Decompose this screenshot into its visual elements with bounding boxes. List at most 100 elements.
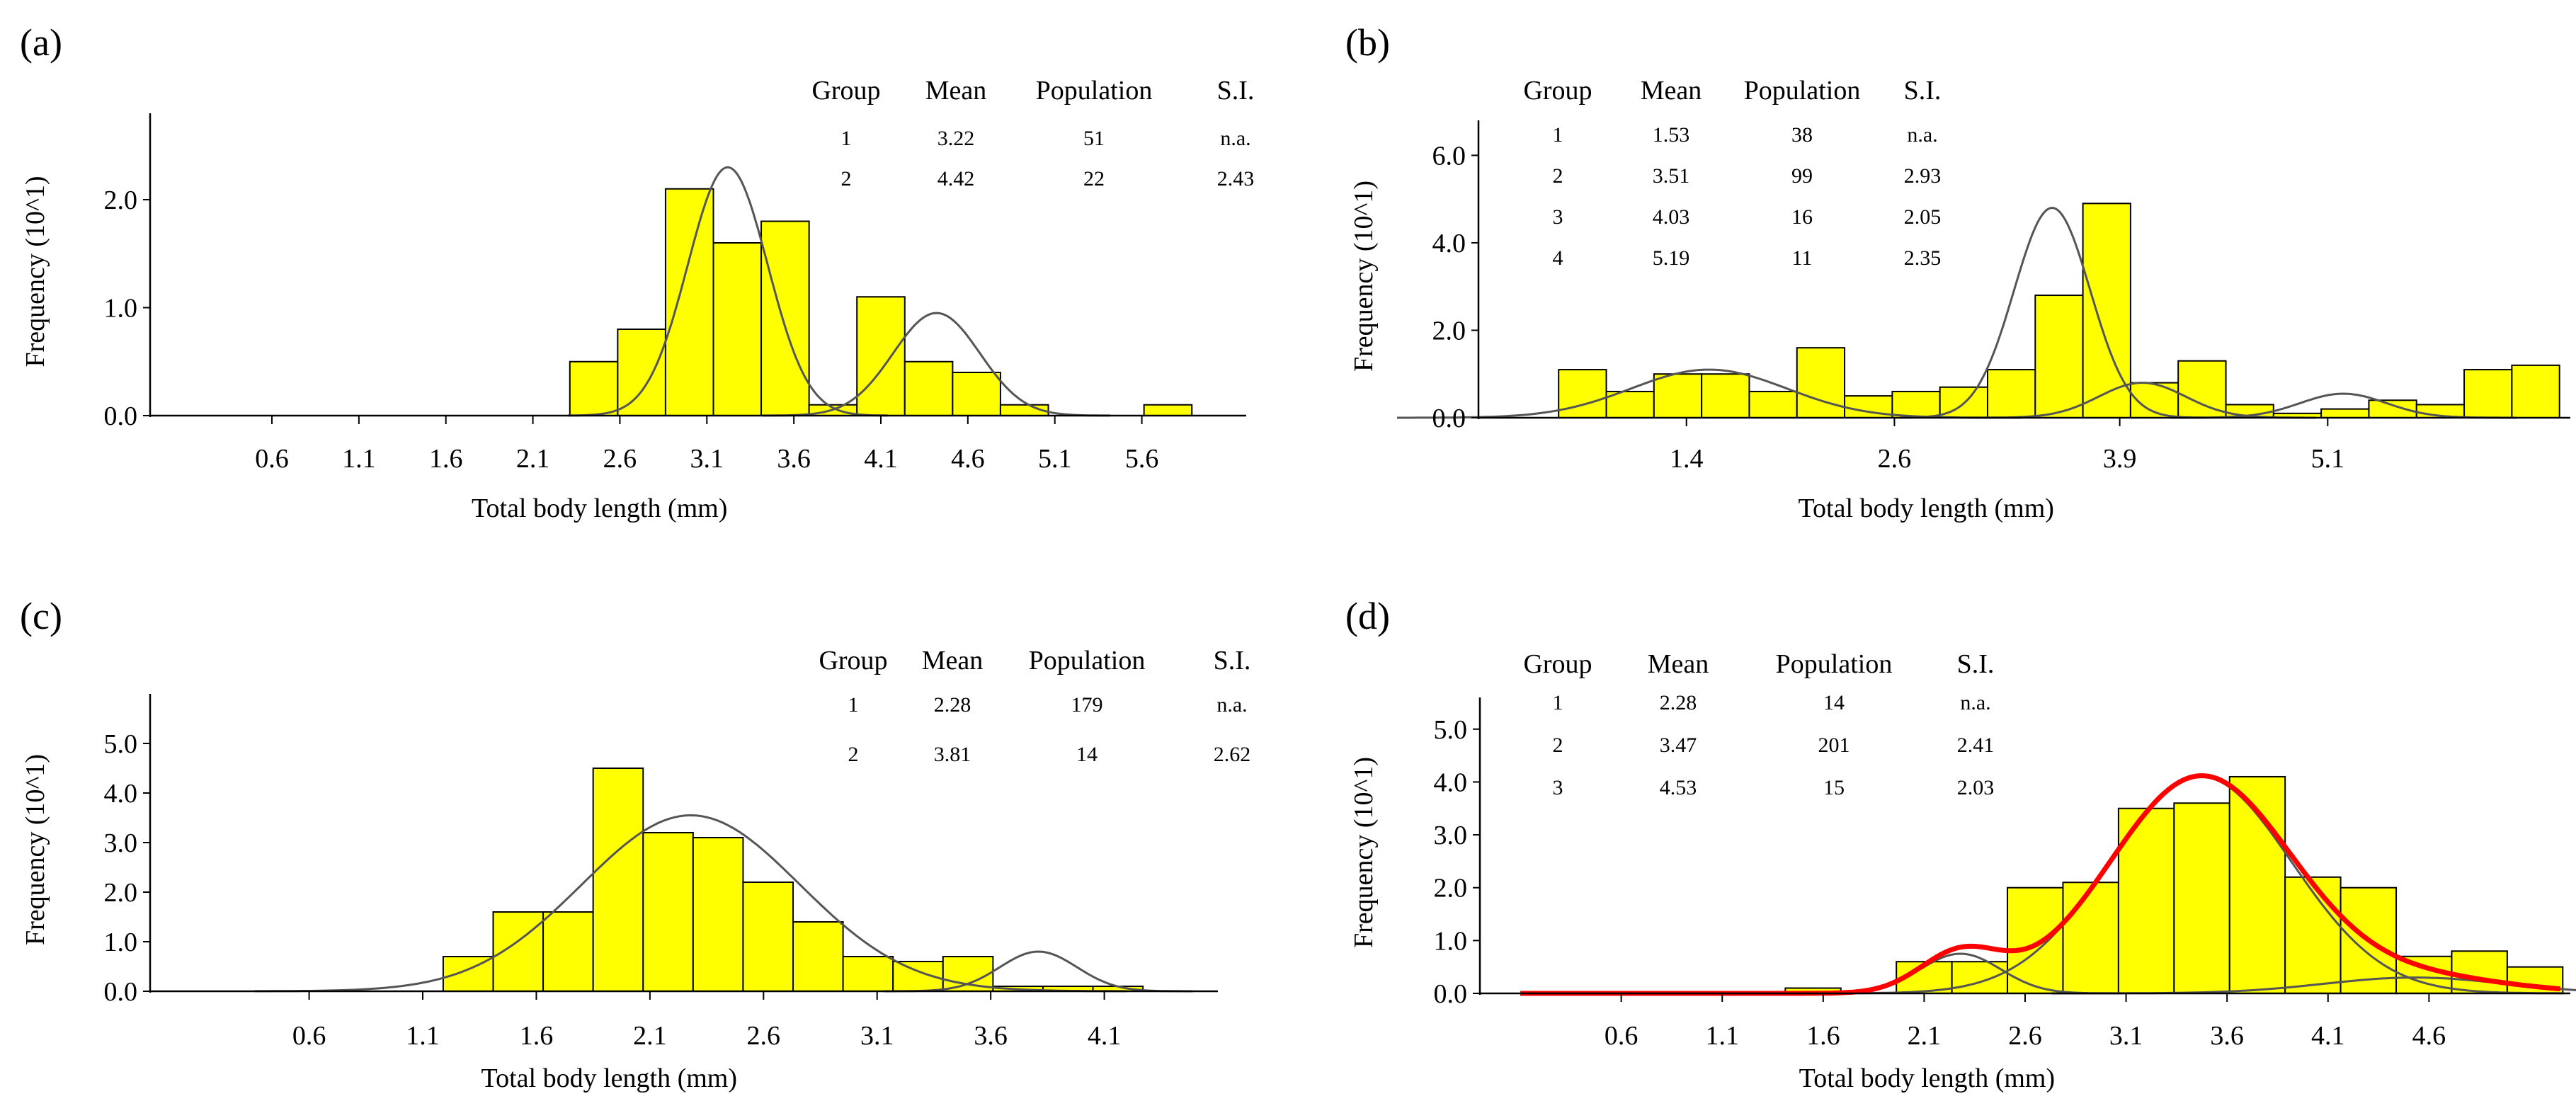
histogram-bar (952, 372, 1001, 416)
table-cell: 2.35 (1904, 246, 1942, 270)
histogram-bar (1701, 373, 1750, 418)
y-tick-label: 4.0 (1434, 768, 1468, 797)
histogram-bar (1891, 390, 1941, 418)
histogram-bar (2284, 876, 2342, 995)
table-cell: 38 (1791, 123, 1813, 147)
histogram-bar (2463, 369, 2513, 419)
y-tick-label: 4.0 (104, 779, 138, 809)
x-tick-label: 4.1 (864, 444, 898, 474)
histogram-bar (2173, 802, 2230, 995)
panel-label: (d) (1345, 595, 1390, 637)
histogram-bar (2062, 882, 2119, 994)
table-cell: 11 (1792, 246, 1813, 270)
x-tick-label: 2.6 (2008, 1021, 2042, 1051)
table-cell: 2.93 (1904, 164, 1942, 188)
y-axis-label: Frequency (10^1) (21, 176, 50, 367)
x-tick-label: 0.6 (292, 1021, 326, 1051)
histogram-bar (712, 242, 763, 416)
x-tick-label: 2.1 (516, 444, 550, 474)
y-tick-label: 3.0 (104, 828, 138, 858)
fit-curve (1899, 206, 2205, 419)
y-tick-label: 2.0 (104, 878, 138, 908)
table-cell: 1.53 (1653, 123, 1690, 147)
table-cell: 1 (841, 127, 852, 150)
histogram-bar (692, 837, 744, 992)
y-axis-label: Frequency (10^1) (21, 754, 50, 945)
table-cell: 2.28 (1660, 691, 1697, 714)
x-axis-label: Total body length (mm) (481, 1063, 737, 1093)
table-header: Population (1036, 76, 1153, 105)
x-tick-label: 4.1 (2311, 1021, 2345, 1051)
table-cell: 2.05 (1904, 205, 1942, 229)
table-cell: 99 (1791, 164, 1813, 188)
table-cell: 3 (1553, 205, 1563, 229)
histogram-bar (542, 911, 594, 992)
histogram-bar (842, 956, 894, 992)
panel-label: (a) (20, 21, 62, 64)
x-tick-label: 5.1 (2311, 444, 2345, 474)
y-tick-label: 2.0 (1432, 316, 1466, 346)
histogram-bar (2034, 295, 2084, 419)
x-tick-label: 2.6 (747, 1021, 781, 1051)
panel-b: (b) 0.0 2.0 4.0 6.0 1.4 2.6 3.9 5.1 Total body le… (1345, 21, 2570, 523)
table-cell: 4.53 (1660, 776, 1697, 799)
table-cell: 2.43 (1217, 167, 1255, 190)
x-tick-label: 3.9 (2103, 444, 2137, 474)
x-tick-label: 1.6 (1806, 1021, 1840, 1051)
x-tick-label: 0.6 (255, 444, 289, 474)
x-axis-label: Total body length (mm) (1798, 494, 2053, 523)
table-header: S.I. (1214, 646, 1251, 675)
table-cell: 4 (1553, 246, 1563, 270)
y-tick-label: 2.0 (1434, 874, 1468, 903)
table-header: Group (819, 646, 887, 675)
fit-curve (762, 312, 1111, 417)
table-header: Group (811, 76, 880, 105)
table-header: Mean (1641, 76, 1702, 105)
table-header: Mean (925, 76, 987, 105)
x-axis-label: Total body length (mm) (1799, 1063, 2055, 1093)
x-tick-label: 4.6 (2412, 1021, 2446, 1051)
table-cell: 4.03 (1653, 205, 1690, 229)
histogram-bar (1986, 369, 2036, 419)
table-cell: 14 (1823, 691, 1845, 714)
histogram-bar (2368, 399, 2417, 419)
table-header: Group (1523, 76, 1592, 105)
y-tick-label: 0.0 (1434, 979, 1468, 1009)
y-tick-label: 2.0 (104, 186, 138, 215)
x-tick-label: 1.1 (1705, 1021, 1739, 1051)
y-tick-label: 4.0 (1432, 229, 1466, 258)
y-tick-label: 5.0 (1434, 715, 1468, 745)
table-header: Group (1523, 649, 1592, 679)
x-tick-label: 3.1 (2109, 1021, 2143, 1051)
table-header: S.I. (1217, 76, 1255, 105)
x-tick-label: 0.6 (1605, 1021, 1639, 1051)
table-cell: 2.62 (1214, 743, 1251, 766)
table-header: S.I. (1904, 76, 1942, 105)
x-tick-label: 4.1 (1088, 1021, 1122, 1051)
fit-curve (884, 950, 1193, 993)
histogram-bar (569, 360, 619, 416)
panel-a: (a) 0.0 1.0 2.0 0.6 1.1 1.6 2.1 2.6 3.1 3.6 4.1 4.6 5… (20, 21, 1254, 523)
y-axis-label: Frequency (10^1) (1349, 181, 1379, 372)
histogram-bar (1653, 373, 1703, 418)
x-tick-label: 3.6 (974, 1021, 1008, 1051)
table-header: Population (1776, 649, 1893, 679)
table-cell: 3.47 (1660, 734, 1697, 757)
panel-c: (c) 0.0 1.0 2.0 3.0 4.0 5.0 0.6 1.1 1.6 2.1 2.6 3.1 3… (20, 595, 1250, 1093)
histogram-bar (792, 921, 844, 992)
table-cell: 1 (848, 693, 859, 717)
x-tick-label: 3.6 (777, 444, 811, 474)
histogram-bar (1143, 404, 1193, 416)
table-cell: 2.28 (934, 693, 971, 717)
table-cell: 1 (1553, 123, 1563, 147)
table-cell: 16 (1791, 205, 1813, 229)
y-tick-label: 0.0 (104, 977, 138, 1007)
x-tick-label: 2.1 (1908, 1021, 1942, 1051)
panel-d: (d) 0.0 1.0 2.0 3.0 4.0 5.0 0.6 1.1 1.6 2.1 2.6 3.1 3… (1345, 595, 2576, 1093)
histogram-bar (617, 329, 666, 416)
table-cell: 4.42 (937, 167, 975, 190)
fit-curve (254, 814, 1127, 993)
histogram-bar (1558, 369, 1607, 419)
table-cell: 14 (1076, 743, 1098, 766)
table-header: Population (1744, 76, 1861, 105)
